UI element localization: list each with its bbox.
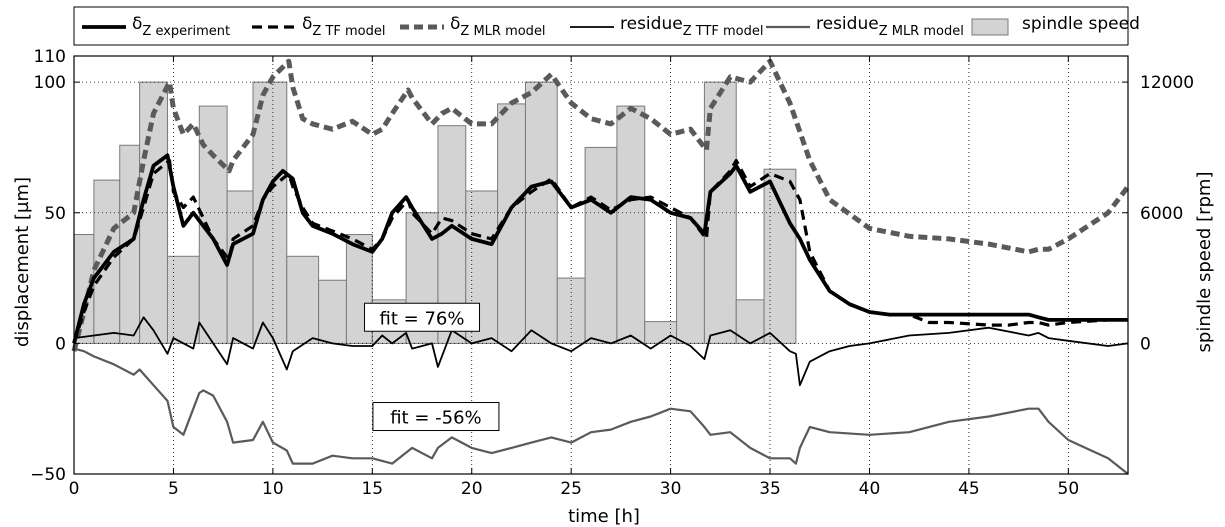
x-axis-label: time [h] <box>568 506 640 527</box>
spindle-speed-step <box>139 81 168 344</box>
spindle-speed-step <box>735 299 765 344</box>
legend-label: spindle speed <box>1022 14 1140 34</box>
annotation-text: fit = 76% <box>380 308 465 329</box>
y-tick-label: 110 <box>34 47 66 67</box>
annotation-box <box>372 402 500 432</box>
x-tick-label: 30 <box>660 479 682 499</box>
spindle-speed-step <box>226 190 254 344</box>
y-tick-label: 0 <box>55 334 66 354</box>
plot-area: fit = 76% fit = -56% <box>71 55 1130 475</box>
y2-tick-label: 6000 <box>1140 204 1183 224</box>
series-residue-z-ttf-model <box>73 316 1129 387</box>
legend-box <box>73 6 1129 46</box>
legend-label: residueZ MLR model <box>816 14 964 39</box>
spindle-speed-step <box>676 212 705 344</box>
x-tick-label: 40 <box>859 479 881 499</box>
annotation-box <box>364 302 481 332</box>
x-tick-label: 45 <box>958 479 980 499</box>
x-tick-label: 25 <box>560 479 582 499</box>
spindle-speed-step <box>763 168 797 344</box>
x-tick-label: 15 <box>361 479 383 499</box>
x-tick-label: 5 <box>168 479 179 499</box>
legend-label: δZ experiment <box>132 14 230 39</box>
x-tick-label: 10 <box>262 479 284 499</box>
spindle-speed-step <box>616 105 646 344</box>
series-δz-experiment <box>72 153 1128 344</box>
axes-frame <box>73 55 1129 475</box>
x-tick-label: 35 <box>759 479 781 499</box>
legend: δZ experiment δZ TF model δZ MLR model resi… <box>73 6 1140 46</box>
x-tick-label: 50 <box>1058 479 1080 499</box>
series-δz-mlr-model <box>71 58 1130 352</box>
y2-axis-label: spindle speed [rpm] <box>1194 172 1215 353</box>
legend-label: δZ MLR model <box>450 14 546 39</box>
x-tick-label: 0 <box>69 479 80 499</box>
y-tick-label: −50 <box>30 465 66 485</box>
legend-label: δZ TF model <box>302 14 385 39</box>
spindle-speed-step <box>318 279 347 344</box>
annotation-text: fit = -56% <box>390 408 481 429</box>
legend-label: residueZ TTF model <box>620 14 763 39</box>
axes: 0 5 10 15 20 25 30 35 40 45 50−5005010011006000120… <box>30 47 1194 499</box>
series-residue-z-mlr-model <box>73 347 1129 475</box>
y-tick-label: 50 <box>44 204 66 224</box>
spindle-speed-step <box>556 277 586 344</box>
spindle-speed-step <box>166 255 200 344</box>
spindle-speed-step <box>644 321 678 344</box>
y2-tick-label: 12000 <box>1140 73 1194 93</box>
spindle-speed-step <box>286 255 320 344</box>
x-tick-label: 20 <box>461 479 483 499</box>
y-axis-label: displacement [µm] <box>12 177 33 347</box>
spindle-speed-step <box>584 146 618 344</box>
legend-swatch <box>971 18 1009 36</box>
y-tick-label: 100 <box>34 73 66 93</box>
y2-tick-label: 0 <box>1140 334 1151 354</box>
spindle-speed-step <box>465 190 499 344</box>
